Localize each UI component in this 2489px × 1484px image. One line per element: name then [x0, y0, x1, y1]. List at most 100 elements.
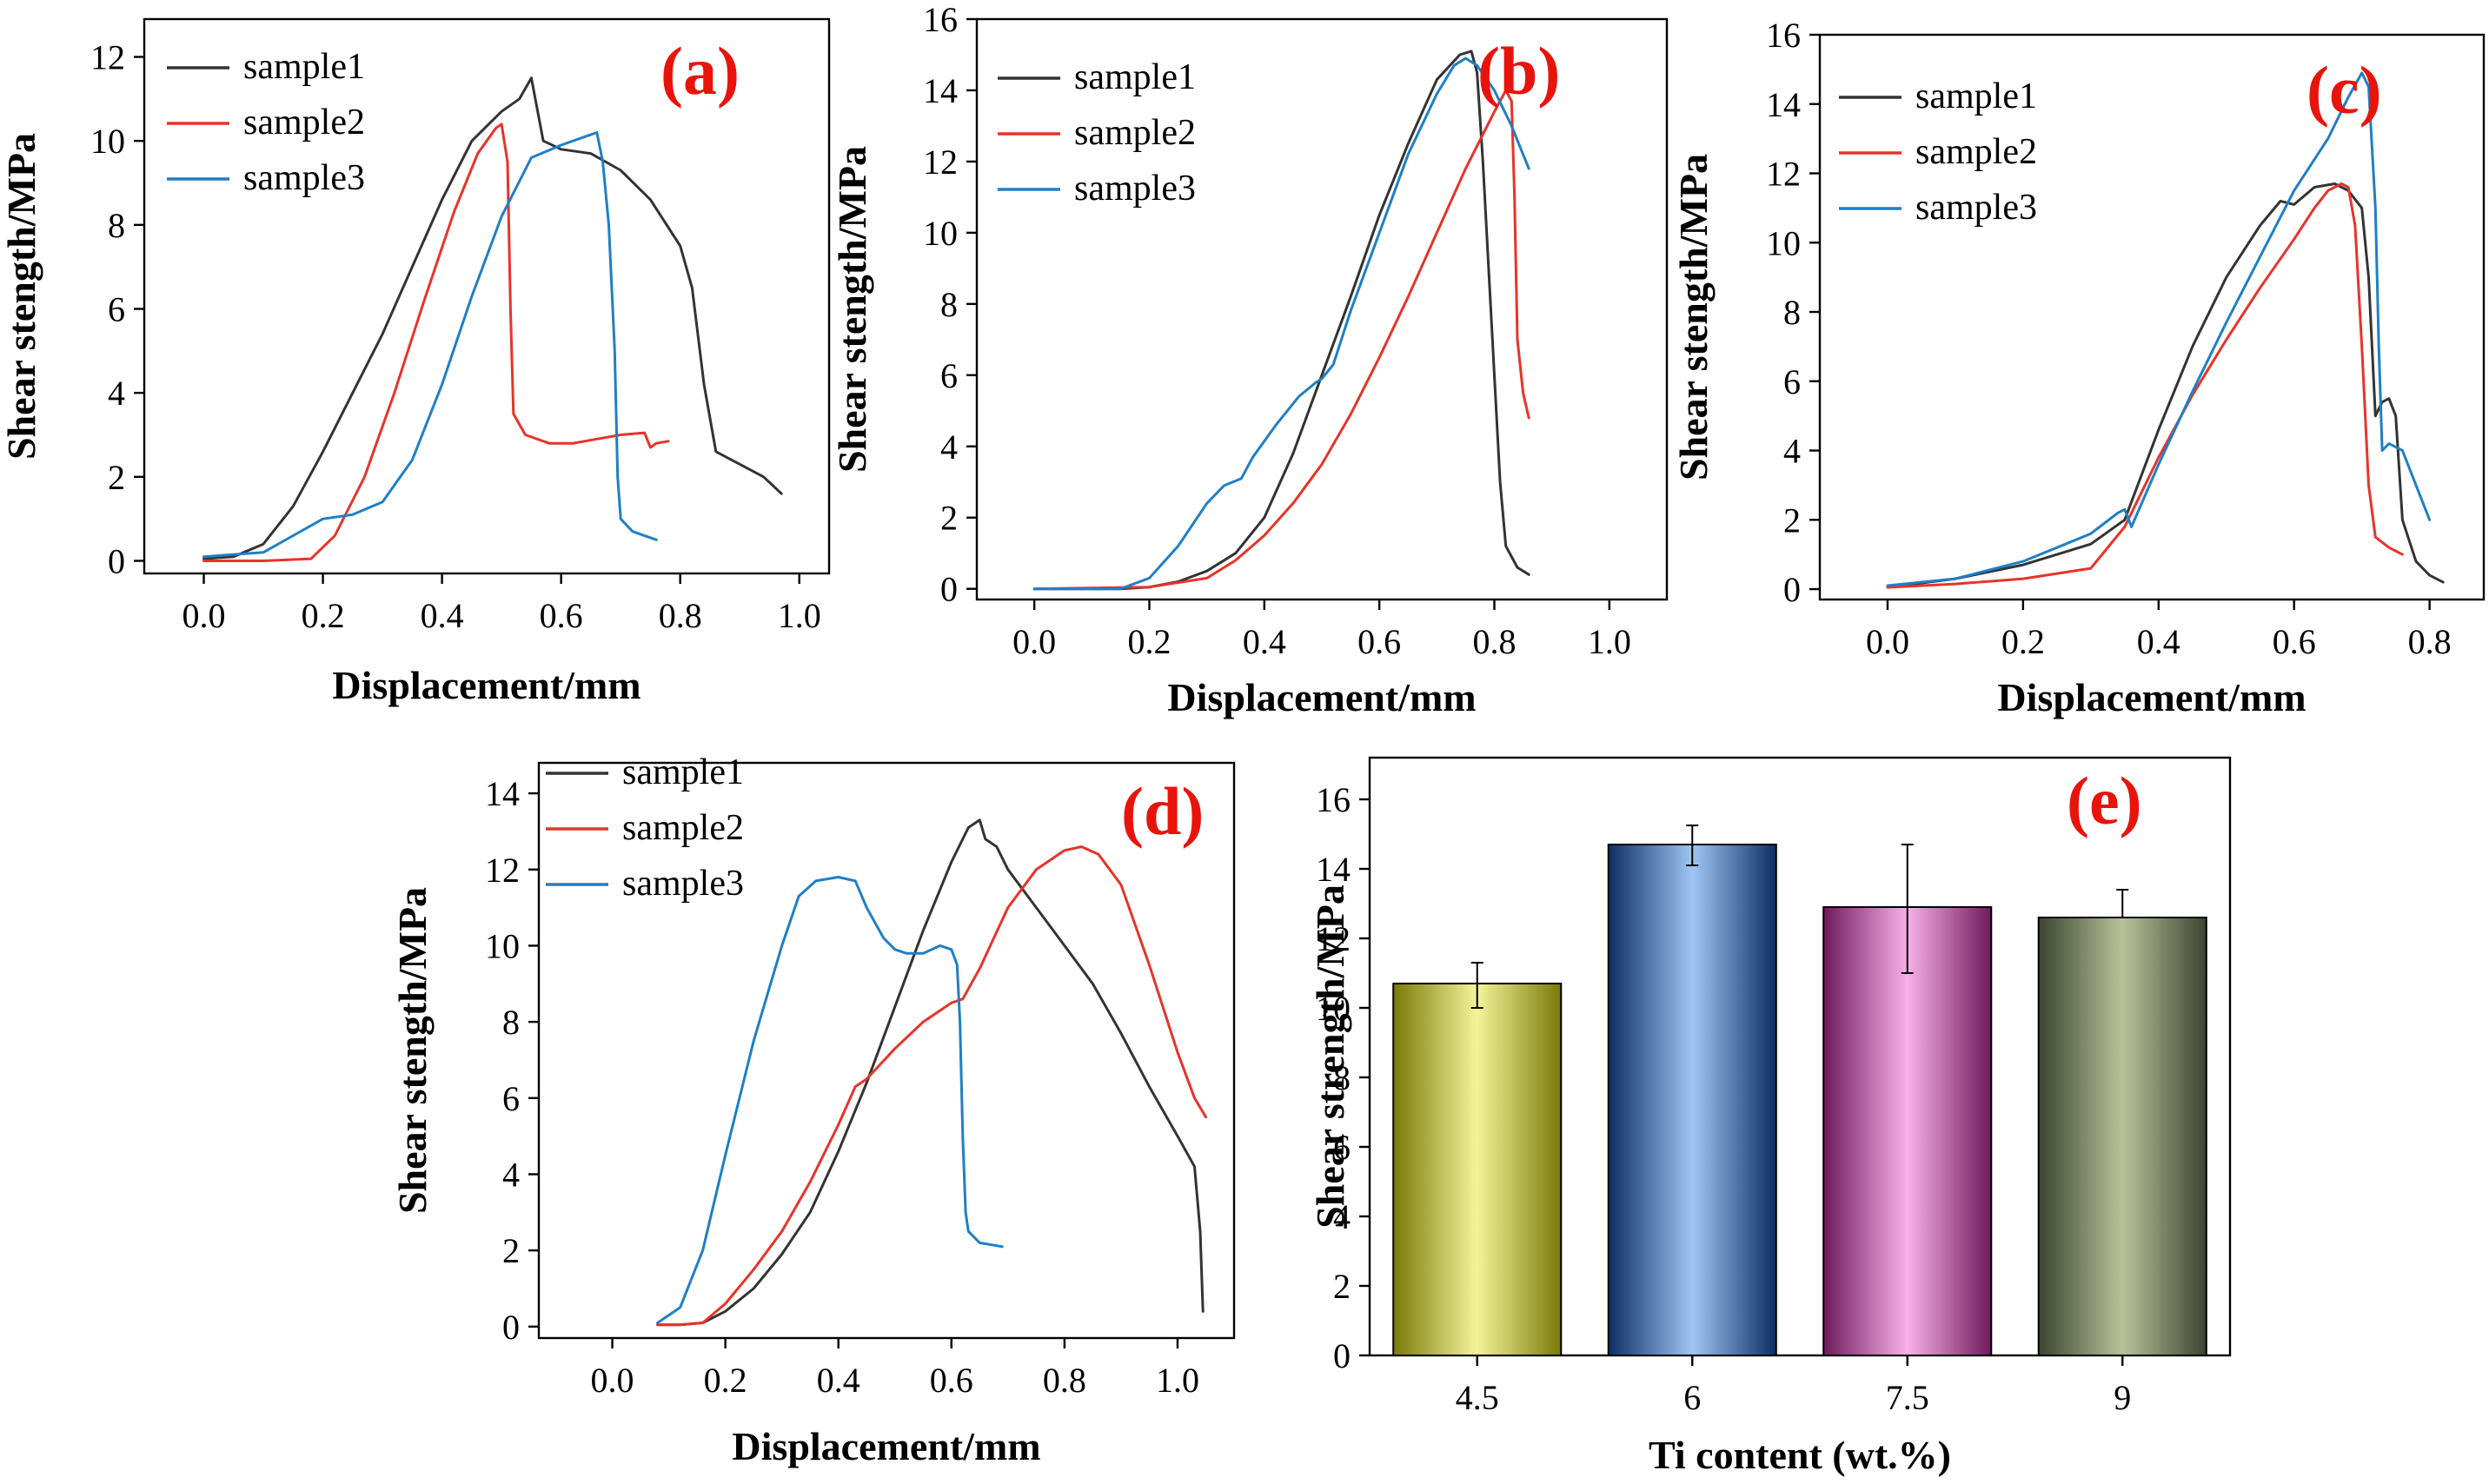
x-tick-label: 9: [2114, 1378, 2131, 1417]
legend-label-sample1: sample1: [243, 47, 365, 87]
x-axis-title: Displacement/mm: [732, 1424, 1040, 1468]
y-tick-label: 4: [1783, 432, 1801, 471]
series-line-sample3: [656, 876, 1004, 1324]
legend-label-sample3: sample3: [243, 158, 365, 198]
x-tick-label: 0.2: [2001, 622, 2045, 661]
y-tick-label: 4: [502, 1155, 520, 1194]
x-tick-label: 1.0: [1156, 1361, 1199, 1400]
y-tick-label: 12: [485, 851, 520, 890]
legend-label-sample1: sample1: [1074, 57, 1196, 97]
y-tick-label: 12: [1766, 155, 1801, 194]
panel-letter: (c): [2306, 52, 2382, 128]
y-tick-label: 14: [1766, 85, 1801, 124]
y-tick-label: 2: [1783, 500, 1801, 540]
y-tick-label: 8: [108, 206, 125, 245]
x-axis-title: Displacement/mm: [1997, 675, 2306, 719]
x-tick-label: 0.0: [183, 596, 226, 635]
plot-frame: [537, 761, 1236, 1340]
legend-label-sample2: sample2: [1915, 132, 2037, 172]
x-tick-label: 6: [1683, 1378, 1701, 1417]
panel-letter: (a): [660, 33, 740, 109]
bar-6: [1607, 844, 1777, 1356]
y-tick-label: 0: [940, 570, 958, 609]
y-tick-label: 6: [940, 356, 958, 395]
series-line-sample1: [202, 76, 783, 560]
series-line-sample2: [1032, 89, 1530, 591]
bar-4.5: [1392, 983, 1563, 1356]
panel-c-chart: 0.0 0.2 0.4 0.6 0.8 0 2 4 6 8 10 12 14 16 Displacement…: [1671, 16, 2486, 719]
series-line-sample1: [656, 818, 1205, 1327]
legend-label-sample2: sample2: [1074, 113, 1196, 153]
series-line-sample2: [656, 845, 1207, 1327]
y-tick-label: 6: [1783, 362, 1801, 401]
y-tick-label: 14: [1316, 850, 1351, 889]
x-tick-label: 0.2: [302, 596, 345, 635]
x-tick-label: 0.8: [1043, 1361, 1086, 1400]
y-tick-label: 2: [940, 499, 958, 538]
plot-frame: [975, 17, 1669, 601]
y-tick-label: 10: [923, 214, 958, 253]
y-axis-title: Shear stength/MPa: [0, 133, 43, 460]
x-tick-label: 0.4: [421, 596, 464, 635]
x-tick-label: 0.6: [1357, 622, 1401, 661]
x-axis-title: Displacement/mm: [1167, 675, 1476, 719]
y-tick-label: 0: [108, 542, 125, 581]
y-tick-label: 14: [923, 71, 958, 110]
panel-b-chart: 0.0 0.2 0.4 0.6 0.8 1.0 0 2 4 6 8 10 12 14 16 Displacem…: [830, 0, 1669, 719]
legend-label-sample3: sample3: [622, 864, 744, 904]
x-tick-label: 0.8: [1473, 622, 1517, 661]
x-tick-label: 0.6: [540, 596, 583, 635]
panel-letter: (b): [1477, 33, 1560, 109]
x-tick-label: 0.2: [1128, 622, 1171, 661]
x-tick-label: 0.8: [659, 596, 702, 635]
series-line-sample3: [202, 131, 658, 559]
y-tick-label: 8: [1333, 1058, 1351, 1097]
legend-label-sample2: sample2: [243, 103, 365, 142]
y-axis-title: Shear strength/MPa: [1308, 884, 1352, 1229]
y-tick-label: 16: [923, 0, 958, 39]
x-tick-label: 0.0: [1866, 622, 1909, 661]
y-tick-label: 10: [1766, 223, 1801, 262]
y-tick-label: 10: [1316, 989, 1351, 1028]
y-axis-title: Shear stength/MPa: [390, 887, 435, 1214]
series-line-sample1: [1032, 50, 1530, 591]
series-line-sample3: [1032, 56, 1530, 591]
y-tick-label: 14: [485, 774, 520, 813]
x-tick-label: 0.8: [2408, 622, 2452, 661]
panel-d-chart: 0.0 0.2 0.4 0.6 0.8 1.0 0 2 4 6 8 10 12 14 Displacemen…: [390, 752, 1236, 1468]
legend-label-sample1: sample1: [622, 752, 744, 792]
legend-label-sample1: sample1: [1915, 76, 2037, 116]
y-tick-label: 8: [1783, 293, 1801, 332]
x-tick-label: 0.4: [2137, 622, 2180, 661]
legend-label-sample3: sample3: [1074, 169, 1196, 209]
bar-7.5: [1822, 906, 1993, 1356]
legend-label-sample3: sample3: [1915, 188, 2037, 228]
x-tick-label: 0.4: [1243, 622, 1286, 661]
y-tick-label: 0: [1333, 1336, 1351, 1375]
y-tick-label: 16: [1766, 16, 1801, 55]
x-tick-label: 7.5: [1886, 1378, 1929, 1417]
y-tick-label: 0: [502, 1308, 520, 1347]
y-tick-label: 8: [940, 285, 958, 324]
y-tick-label: 0: [1783, 570, 1801, 609]
y-axis-title: Shear stength/MPa: [1671, 154, 1716, 480]
bar-9: [2037, 917, 2207, 1356]
y-tick-label: 12: [923, 142, 958, 182]
x-tick-label: 0.6: [2273, 622, 2316, 661]
y-tick-label: 10: [90, 122, 125, 161]
y-tick-label: 2: [502, 1231, 520, 1270]
plot-frame: [1368, 756, 2232, 1357]
y-tick-label: 8: [502, 1003, 520, 1042]
x-axis-title: Ti content (wt.%): [1649, 1433, 1951, 1477]
y-axis-title: Shear stength/MPa: [830, 146, 874, 473]
plot-frame: [143, 17, 831, 575]
x-tick-label: 1.0: [778, 596, 821, 635]
series-line-sample2: [202, 123, 670, 562]
y-tick-label: 4: [940, 427, 958, 467]
x-tick-label: 0.0: [1012, 622, 1056, 661]
y-tick-label: 4: [1333, 1197, 1351, 1236]
y-tick-label: 6: [108, 290, 125, 329]
x-axis-title: Displacement/mm: [332, 663, 641, 707]
series-line-sample1: [1886, 182, 2445, 589]
y-tick-label: 2: [108, 458, 125, 497]
